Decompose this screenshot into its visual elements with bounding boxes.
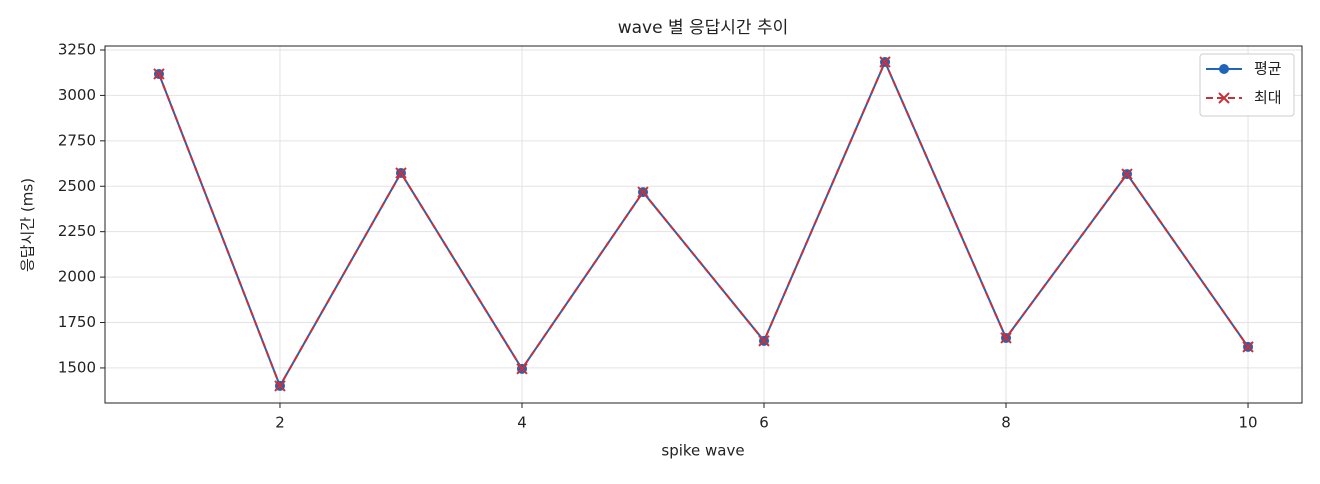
x-tick-label: 2 [275,414,285,432]
y-tick-label: 2000 [58,268,96,286]
y-tick-label: 2250 [58,222,96,240]
marker [1242,341,1254,353]
marker [274,380,286,392]
marker [1000,332,1012,344]
y-tick-label: 2500 [58,177,96,195]
plot-frame [104,45,1303,404]
x-tick-label: 6 [759,414,769,432]
y-tick-label: 1750 [58,313,96,331]
x-axis-label: spike wave [661,442,744,460]
x-tick-label: 10 [1238,414,1257,432]
marker [879,56,891,68]
marker [395,167,407,179]
legend-label: 평균 [1254,60,1282,78]
marker [1219,64,1229,74]
x-tick-label: 4 [517,414,527,432]
legend-label: 최대 [1254,89,1282,107]
marker [153,68,165,80]
marker [516,363,528,375]
y-tick-label: 1500 [58,358,96,376]
x-tick-label: 8 [1001,414,1011,432]
chart-title: wave 별 응답시간 추이 [618,18,789,38]
series-line [158,59,1249,389]
y-axis-label: 응답시간 (ms) [19,178,37,272]
y-tick-label: 2750 [58,131,96,149]
y-tick-label: 3250 [58,40,96,58]
marker [758,335,770,347]
marker [637,186,649,198]
marker [1121,168,1133,180]
y-tick-label: 3000 [58,86,96,104]
marker [1218,92,1230,104]
